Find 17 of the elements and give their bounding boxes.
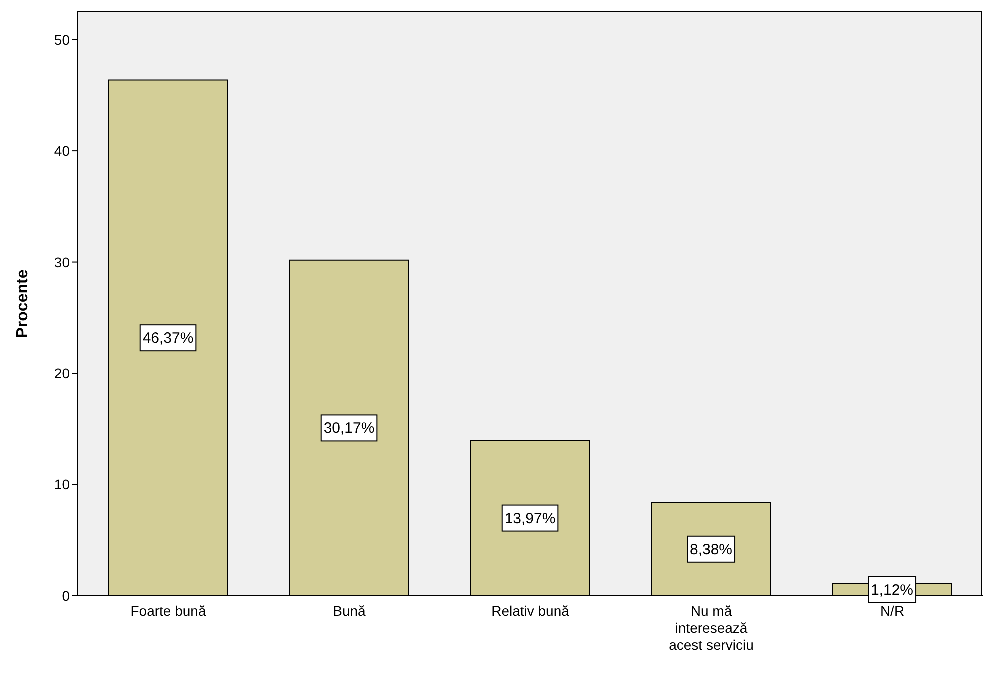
data-label: 13,97% xyxy=(504,510,556,528)
data-label: 1,12% xyxy=(870,582,914,599)
x-tick-label: Relativ bună xyxy=(492,603,570,619)
x-tick-label: N/R xyxy=(880,603,905,619)
x-tick-label: Nu mă interesează acest serviciu xyxy=(669,603,754,653)
x-tick-label: Foarte bună xyxy=(130,603,206,619)
y-tick-label: 10 xyxy=(54,476,70,493)
data-label: 46,37% xyxy=(142,330,194,348)
data-label: 8,38% xyxy=(690,541,733,558)
y-tick-label: 50 xyxy=(54,32,70,48)
x-tick-label: Bună xyxy=(333,603,366,619)
data-label: 30,17% xyxy=(324,420,375,438)
y-tick-label: 0 xyxy=(62,588,70,604)
y-tick-label: 30 xyxy=(54,254,70,270)
y-axis-title: Procente xyxy=(14,270,32,338)
y-tick-label: 40 xyxy=(54,143,70,160)
y-tick-label: 20 xyxy=(54,365,70,382)
